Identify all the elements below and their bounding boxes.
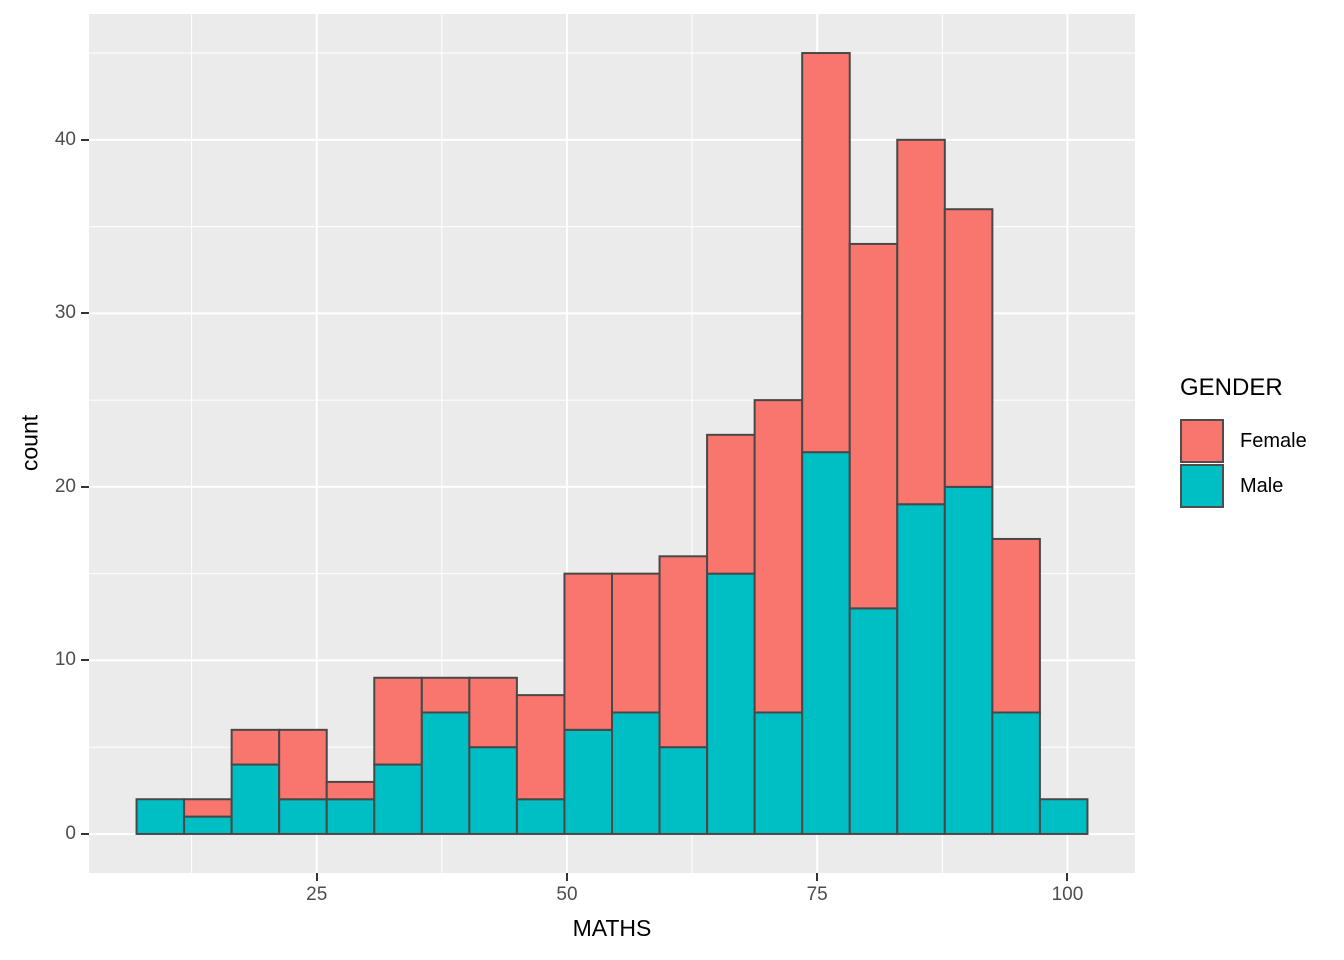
y-tick-label: 0 (65, 822, 76, 844)
legend-entry-male: Male (1180, 464, 1307, 508)
bar-segment-male (230, 763, 281, 835)
legend-label: Female (1240, 429, 1307, 452)
x-tick-label: 100 (1051, 884, 1084, 905)
bar-segment-female (373, 676, 423, 766)
bar-segment-male (611, 711, 661, 835)
bar-segment-female (896, 138, 946, 506)
bar-segment-female (611, 572, 661, 714)
bar-segment-female (658, 555, 709, 749)
bar-segment-male (991, 711, 1041, 835)
y-tick-label: 40 (54, 128, 76, 150)
bar-segment-female (801, 52, 851, 454)
y-tick-mark (81, 312, 89, 315)
x-tick-mark (1066, 873, 1069, 881)
x-tick-mark (816, 873, 819, 881)
legend-swatch-icon (1180, 419, 1224, 463)
x-tick-mark (565, 873, 568, 881)
bar-segment-female (706, 433, 756, 575)
legend: GENDER Female Male (1180, 374, 1307, 508)
legend-entry-female: Female (1180, 419, 1307, 463)
y-axis-title: count (16, 414, 43, 472)
bar-segment-female (943, 208, 994, 488)
bar-segment-female (420, 676, 471, 714)
bar-segment-male (373, 763, 423, 835)
y-tick-mark (81, 485, 89, 488)
bar-segment-male (468, 746, 518, 835)
bar-segment-male (135, 798, 186, 835)
bar-segment-male (801, 451, 851, 835)
bar-segment-male (896, 503, 946, 835)
y-tick-label: 30 (54, 302, 76, 324)
bar-segment-male (943, 485, 994, 835)
legend-swatch-icon (1180, 464, 1224, 508)
bar-segment-male (183, 815, 233, 835)
plot-svg (89, 14, 1135, 873)
bar-segment-male (658, 746, 709, 835)
bar-segment-male (325, 798, 376, 835)
bar-segment-male (515, 798, 566, 835)
bar-segment-female (325, 780, 376, 801)
legend-title: GENDER (1180, 374, 1283, 401)
y-tick-mark (81, 138, 89, 141)
y-tick-mark (81, 659, 89, 662)
x-tick-label: 75 (806, 884, 828, 905)
bar-segment-female (991, 537, 1041, 714)
bar-segment-male (753, 711, 804, 835)
bar-segment-female (230, 728, 281, 766)
x-tick-label: 25 (306, 884, 328, 905)
bar-segment-female (515, 694, 566, 801)
bar-segment-female (753, 399, 804, 714)
x-axis-title: MATHS (572, 915, 652, 941)
plot-panel (89, 14, 1135, 873)
bar-segment-female (278, 728, 328, 801)
x-tick-mark (315, 873, 318, 881)
bar-segment-male (278, 798, 328, 835)
bar-segment-female (848, 242, 899, 610)
legend-keys: Female Male (1180, 419, 1307, 508)
bar-segment-female (183, 798, 233, 818)
x-tick-label: 50 (556, 884, 578, 905)
bar-segment-female (563, 572, 614, 731)
legend-label: Male (1240, 474, 1284, 497)
bar-segment-male (563, 728, 614, 835)
y-tick-label: 20 (54, 475, 76, 497)
bar-segment-male (706, 572, 756, 835)
bar-segment-male (848, 607, 899, 835)
bar-segment-male (1038, 798, 1089, 835)
y-tick-mark (81, 832, 89, 835)
bar-segment-male (420, 711, 471, 835)
bar-segment-female (468, 676, 518, 749)
y-tick-label: 10 (54, 649, 76, 671)
bars-layer (135, 52, 1089, 835)
